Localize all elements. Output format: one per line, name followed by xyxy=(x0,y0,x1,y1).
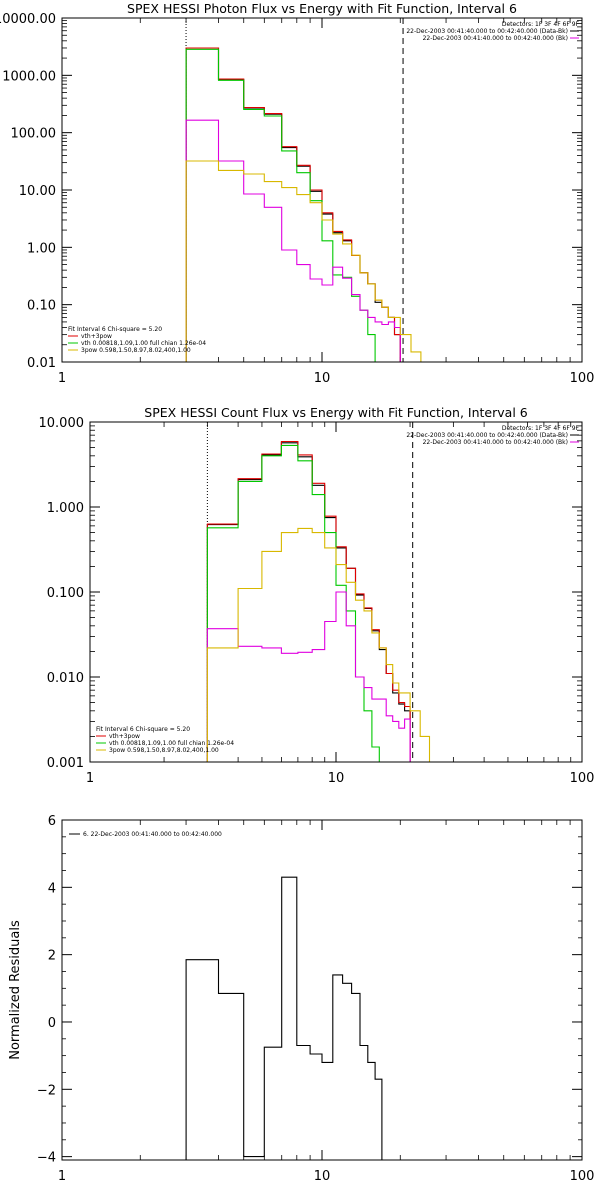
series-0-steps xyxy=(185,47,411,362)
header-line: 22-Dec-2003 00:41:40.000 to 00:42:40.000… xyxy=(406,28,568,35)
plot-frame xyxy=(89,421,583,763)
legend-header: Fit Interval 6 Chi-square = 5.20 xyxy=(68,326,162,333)
y-tick-label: 10.00 xyxy=(19,184,56,199)
series-1-steps xyxy=(185,47,411,362)
plot-frame xyxy=(61,17,583,363)
legend-entry: 3pow 0.598,1.50,8.97,8.02,400,1.00 xyxy=(109,747,219,754)
chart-title: SPEX HESSI Photon Flux vs Energy with Fi… xyxy=(127,1,517,16)
series-1-steps xyxy=(206,440,421,762)
legend-entry: vth 0.00818,1.09,1.00 full chian 1.26e-0… xyxy=(81,340,206,347)
series-group xyxy=(185,47,430,362)
chart-title: SPEX HESSI Count Flux vs Energy with Fit… xyxy=(144,405,527,420)
x-tick-label: 10 xyxy=(314,1169,331,1184)
count-flux-panel: SPEX HESSI Count Flux vs Energy with Fit… xyxy=(39,405,595,786)
y-tick-label: 0.01 xyxy=(27,356,56,371)
y-tick-label: −2 xyxy=(37,1083,56,1098)
x-tick-label: 100 xyxy=(570,1169,595,1184)
legend-entry: vth+3pow xyxy=(109,733,140,740)
series-2-steps xyxy=(206,444,387,762)
x-tick-label: 100 xyxy=(570,371,595,386)
y-tick-label: −4 xyxy=(37,1151,56,1166)
series-2-steps xyxy=(185,48,382,362)
x-tick-label: 1 xyxy=(86,771,94,786)
header-line: Detectors: 1F 3F 4F 6F 9F xyxy=(502,21,580,28)
series-0-steps xyxy=(185,876,401,1160)
series-3-steps xyxy=(185,119,411,362)
y-tick-label: 0.10 xyxy=(27,299,56,314)
series-4-steps xyxy=(185,160,430,362)
x-tick-label: 1 xyxy=(58,371,66,386)
series-group xyxy=(206,440,439,762)
series-0-steps xyxy=(206,442,421,762)
legend-header: Fit Interval 6 Chi-square = 5.20 xyxy=(96,726,190,733)
y-tick-label: 0.010 xyxy=(47,671,84,686)
header-line: 22-Dec-2003 00:41:40.000 to 00:42:40.000… xyxy=(423,439,568,446)
y-tick-label: 10000.00 xyxy=(0,12,56,27)
y-tick-label: 1.00 xyxy=(27,241,56,256)
y-tick-label: 2 xyxy=(48,949,56,964)
series-group xyxy=(185,876,401,1160)
x-tick-label: 100 xyxy=(570,771,595,786)
header-line: Detectors: 1F 3F 4F 6F 9F xyxy=(502,425,580,432)
y-tick-label: 1000.00 xyxy=(2,69,56,84)
y-tick-label: 0.100 xyxy=(47,586,84,601)
y-tick-label: 0.001 xyxy=(47,756,84,771)
y-axis-label: Normalized Residuals xyxy=(8,920,23,1060)
header-line: 22-Dec-2003 00:41:40.000 to 00:42:40.000… xyxy=(406,432,568,439)
y-tick-label: 10.000 xyxy=(39,416,85,431)
legend-entry: 3pow 0.598,1.50,8.97,8.02,400,1.00 xyxy=(81,347,191,354)
y-tick-label: 0 xyxy=(48,1016,56,1031)
x-tick-label: 10 xyxy=(328,771,345,786)
residuals-panel: 1 10 100 6 4 2 0 −2 −4 Normalized Residuals 6. 22-… xyxy=(8,814,594,1184)
y-tick-label: 6 xyxy=(48,814,56,829)
photon-flux-panel: SPEX HESSI Photon Flux vs Energy with Fi… xyxy=(0,1,594,386)
x-tick-label: 10 xyxy=(314,371,331,386)
legend-entry: 6. 22-Dec-2003 00:41:40.000 to 00:42:40.… xyxy=(83,831,222,838)
series-3-steps xyxy=(206,591,421,762)
y-tick-label: 100.00 xyxy=(11,127,57,142)
y-tick-label: 1.000 xyxy=(47,501,84,516)
plot-frame xyxy=(61,819,583,1161)
header-line: 22-Dec-2003 00:41:40.000 to 00:42:40.000… xyxy=(423,35,568,42)
legend-entry: vth+3pow xyxy=(81,333,112,340)
legend-entry: vth 0.00818,1.09,1.00 full chian 1.26e-0… xyxy=(109,740,234,747)
y-tick-label: 4 xyxy=(48,881,56,896)
series-4-steps xyxy=(206,527,439,762)
x-tick-label: 1 xyxy=(58,1169,66,1184)
